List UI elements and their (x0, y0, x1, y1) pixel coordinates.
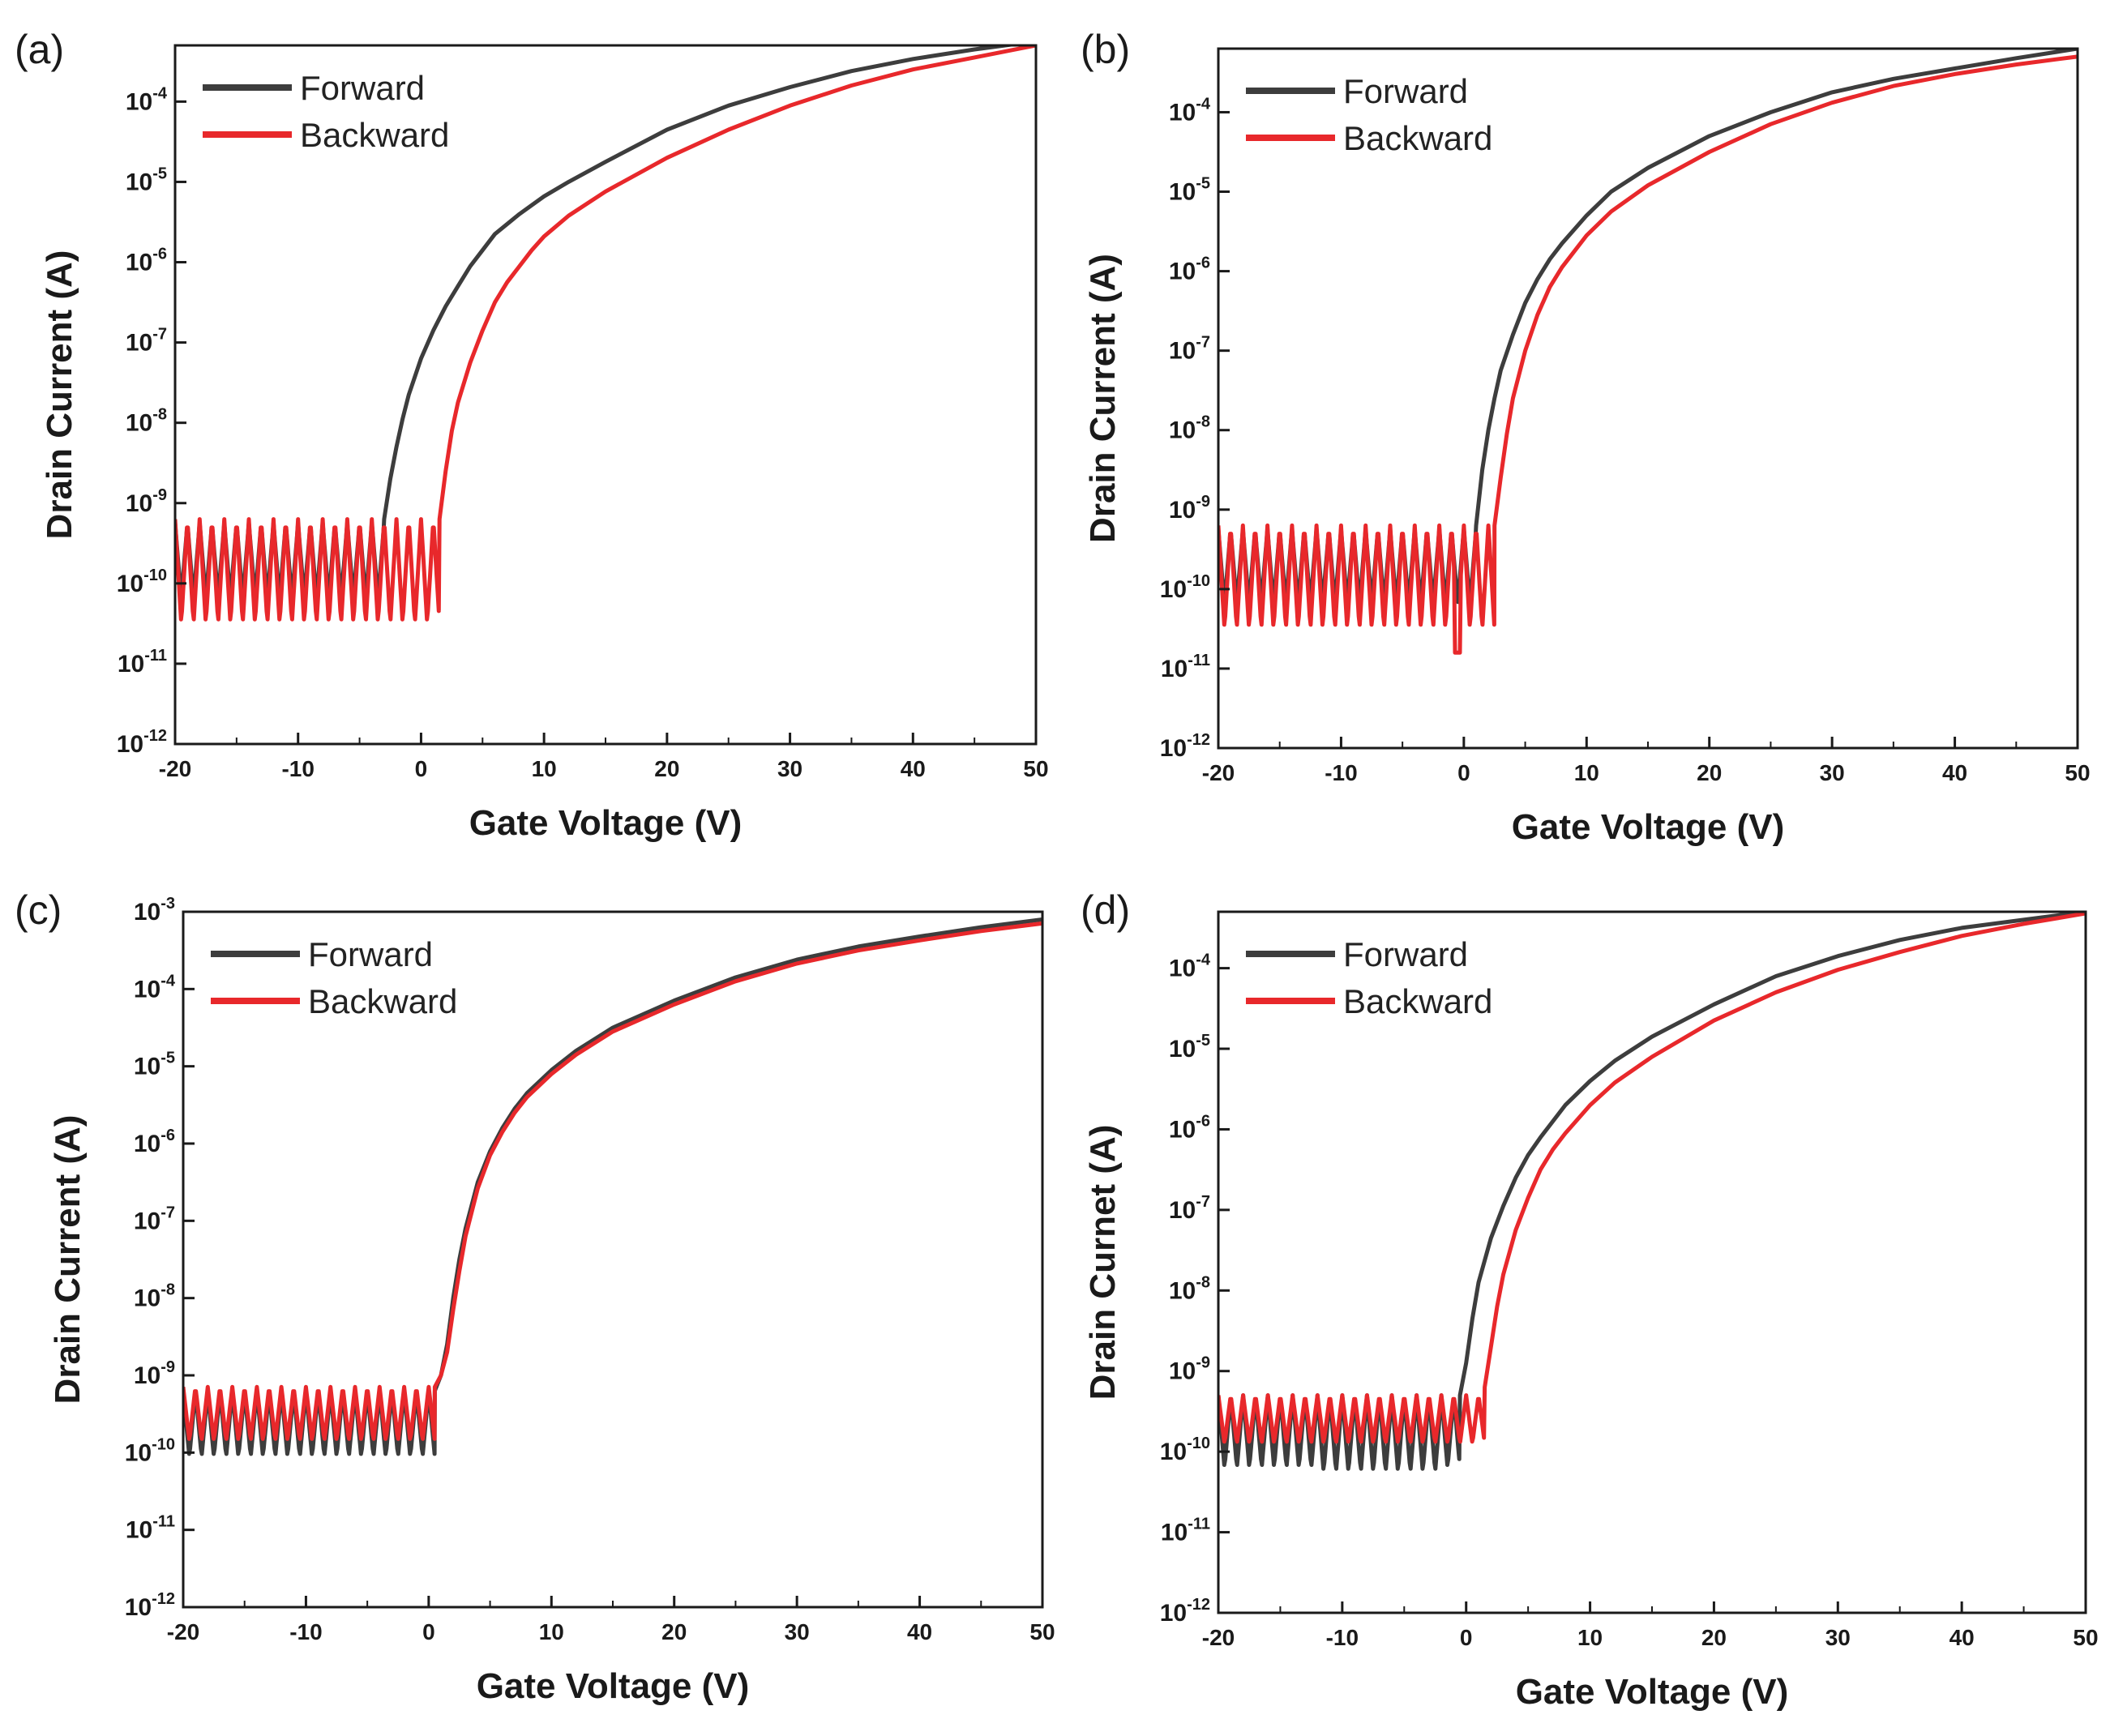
legend-label-backward: Backward (1343, 982, 1492, 1020)
x-tick-label: 0 (422, 1619, 435, 1644)
y-tick-label: 10-8 (134, 1281, 175, 1312)
y-tick-label: 10-12 (1160, 731, 1210, 762)
x-tick-label: 30 (777, 756, 802, 781)
y-axis-title: Drain Current (A) (40, 250, 79, 540)
series-line-backward (183, 921, 1042, 1441)
x-tick-label: 40 (901, 756, 926, 781)
x-tick-label: 50 (1029, 1619, 1055, 1644)
y-axis-title: Drain Current (A) (48, 1115, 88, 1405)
y-tick-label: 10-7 (134, 1204, 175, 1234)
y-tick-label: 10-3 (134, 895, 175, 926)
x-tick-label: 30 (1825, 1625, 1851, 1650)
y-tick-label: 10-10 (1160, 1435, 1210, 1465)
y-tick-label: 10-6 (1169, 1112, 1210, 1143)
series-line-backward (175, 45, 1036, 622)
x-tick-label: 40 (1942, 760, 1967, 785)
y-tick-label: 10-8 (1169, 1273, 1210, 1304)
x-tick-label: 10 (1574, 760, 1599, 785)
y-tick-label: 10-9 (1169, 493, 1210, 524)
y-tick-label: 10-8 (126, 406, 167, 437)
y-tick-label: 10-12 (125, 1590, 175, 1621)
y-tick-label: 10-7 (126, 326, 167, 357)
y-tick-label: 10-7 (1169, 334, 1210, 365)
x-tick-label: -20 (159, 756, 191, 781)
legend-label-forward: Forward (300, 69, 425, 107)
legend-label-forward: Forward (308, 935, 433, 973)
y-tick-label: 10-11 (118, 647, 167, 678)
series-line-backward (1218, 912, 2086, 1444)
y-tick-label: 10-4 (134, 972, 176, 1003)
x-tick-label: -20 (1202, 760, 1235, 785)
y-tick-label: 10-9 (134, 1358, 175, 1389)
y-tick-label: 10-5 (126, 165, 167, 195)
panel-label: (c) (15, 887, 62, 933)
x-tick-label: 20 (661, 1619, 687, 1644)
y-tick-label: 10-10 (117, 567, 167, 597)
x-tick-label: -10 (1326, 1625, 1359, 1650)
y-tick-label: 10-6 (134, 1127, 175, 1157)
y-tick-label: 10-9 (1169, 1354, 1210, 1385)
x-tick-label: -20 (167, 1619, 199, 1644)
x-tick-label: -20 (1202, 1625, 1235, 1650)
x-tick-label: 20 (1701, 1625, 1727, 1650)
x-tick-label: -10 (281, 756, 314, 781)
series-line-forward (1218, 912, 2086, 1471)
y-tick-label: 10-12 (1160, 1596, 1210, 1627)
y-tick-label: 10-8 (1169, 413, 1210, 444)
legend-label-forward: Forward (1343, 935, 1468, 973)
legend-label-backward: Backward (300, 116, 449, 154)
panel-label: (d) (1081, 887, 1130, 933)
y-axis-title: Drain Current (A) (1083, 254, 1123, 543)
y-axis-title: Drain Curnet (A) (1083, 1125, 1123, 1400)
panel-a: (a) -20 -10 0 10 20 30 40 50 10-12 10-11 10-10 10-9 1… (15, 27, 1049, 843)
y-tick-label: 10-5 (1169, 175, 1210, 206)
x-tick-label: -10 (289, 1619, 322, 1644)
x-tick-label: 50 (1023, 756, 1048, 781)
panel-c: (c) -20 -10 0 10 20 30 40 50 10-12 10-11 10-10 10-9 1… (15, 887, 1055, 1706)
x-tick-label: 10 (532, 756, 557, 781)
y-tick-label: 10-6 (1169, 254, 1210, 285)
x-axis-title: Gate Voltage (V) (1512, 807, 1785, 847)
y-tick-label: 10-12 (117, 727, 167, 758)
x-tick-label: 20 (1697, 760, 1722, 785)
x-tick-label: 30 (785, 1619, 810, 1644)
x-axis-title: Gate Voltage (V) (1516, 1672, 1789, 1712)
x-tick-label: 0 (1457, 760, 1470, 785)
y-tick-label: 10-5 (1169, 1032, 1210, 1063)
y-tick-label: 10-10 (125, 1435, 175, 1466)
x-tick-label: 50 (2065, 760, 2090, 785)
panel-label: (a) (15, 27, 64, 72)
x-tick-label: 0 (415, 756, 428, 781)
panel-label: (b) (1081, 27, 1130, 72)
x-tick-label: 50 (2073, 1625, 2098, 1650)
y-tick-label: 10-11 (1161, 1516, 1210, 1546)
legend-label-backward: Backward (308, 982, 457, 1020)
legend-label-backward: Backward (1343, 119, 1492, 157)
x-tick-label: 40 (907, 1619, 932, 1644)
x-axis-title: Gate Voltage (V) (477, 1666, 750, 1706)
panel-b: (b) -20 -10 0 10 20 30 40 50 10-12 10-11 10-10 10-9 1… (1081, 27, 2091, 847)
y-tick-label: 10-7 (1169, 1193, 1210, 1224)
y-tick-label: 10-5 (134, 1050, 175, 1080)
x-tick-label: 30 (1820, 760, 1845, 785)
x-axis-title: Gate Voltage (V) (469, 803, 743, 843)
legend-label-forward: Forward (1343, 72, 1468, 110)
y-tick-label: 10-11 (1161, 652, 1210, 682)
y-tick-label: 10-4 (1169, 951, 1211, 982)
y-tick-label: 10-10 (1160, 572, 1210, 603)
y-tick-label: 10-9 (126, 486, 167, 517)
x-tick-label: 10 (539, 1619, 564, 1644)
y-tick-label: 10-11 (126, 1513, 175, 1544)
x-tick-label: 20 (654, 756, 679, 781)
x-tick-label: -10 (1325, 760, 1357, 785)
y-tick-label: 10-4 (126, 84, 168, 115)
panel-d: (d) -20 -10 0 10 20 30 40 50 10-12 10-11 10-10 10-9 1… (1081, 887, 2099, 1712)
x-tick-label: 40 (1950, 1625, 1975, 1650)
series-line-backward (1218, 54, 2078, 655)
x-tick-label: 10 (1577, 1625, 1603, 1650)
y-tick-label: 10-6 (126, 246, 167, 276)
y-tick-label: 10-4 (1169, 95, 1211, 126)
x-tick-label: 0 (1460, 1625, 1473, 1650)
